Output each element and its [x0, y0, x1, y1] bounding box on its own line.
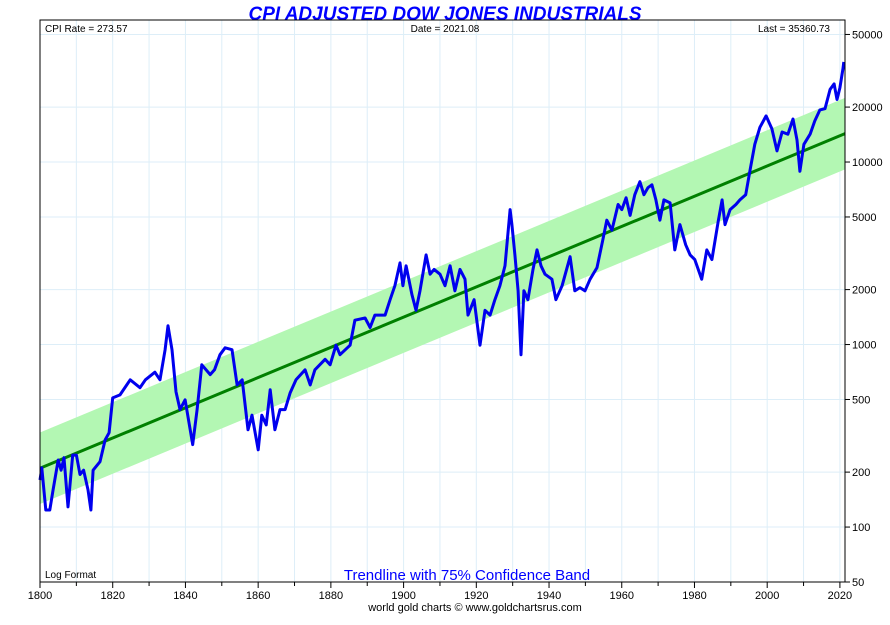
x-tick-label: 1900: [391, 590, 415, 602]
y-tick-label: 50: [852, 577, 864, 589]
y-axis: 50000 20000 10000 5000 2000 1000 500 200 100 50: [845, 29, 883, 589]
x-tick-label: 1960: [610, 590, 634, 602]
chart-subtitle: Trendline with 75% Confidence Band: [344, 567, 590, 584]
cpi-rate-label: CPI Rate = 273.57: [45, 24, 128, 35]
y-tick-label: 2000: [852, 285, 876, 297]
y-tick-label: 10000: [852, 157, 883, 169]
log-format-label: Log Format: [45, 570, 96, 581]
y-tick-label: 50000: [852, 29, 883, 41]
x-tick-label: 1820: [100, 590, 124, 602]
y-tick-label: 20000: [852, 102, 883, 114]
x-tick-label: 1860: [246, 590, 270, 602]
x-tick-label: 1920: [464, 590, 488, 602]
x-tick-label: 1980: [682, 590, 706, 602]
x-axis: 1800 1820 1840 1860 1880 1900 1920 1940 1960 1980…: [28, 582, 852, 602]
y-tick-label: 200: [852, 467, 870, 479]
credit-text: world gold charts © www.goldchartsrus.co…: [367, 602, 582, 614]
series-line-cpi-adjusted-dow: [38, 61, 846, 512]
x-tick-label: 1880: [319, 590, 343, 602]
x-tick-label: 1800: [28, 590, 52, 602]
date-label: Date = 2021.08: [411, 24, 480, 35]
chart-title: CPI ADJUSTED DOW JONES INDUSTRIALS: [248, 4, 641, 25]
y-tick-label: 500: [852, 394, 870, 406]
x-tick-label: 2020: [828, 590, 852, 602]
plot-frame: [39, 19, 846, 583]
x-tick-label: 1840: [173, 590, 197, 602]
last-value-label: Last = 35360.73: [758, 24, 830, 35]
y-tick-label: 100: [852, 522, 870, 534]
y-tick-label: 5000: [852, 212, 876, 224]
y-tick-label: 1000: [852, 340, 876, 352]
trendline: [39, 132, 846, 470]
x-tick-label: 2000: [755, 590, 779, 602]
x-tick-label: 1940: [537, 590, 561, 602]
